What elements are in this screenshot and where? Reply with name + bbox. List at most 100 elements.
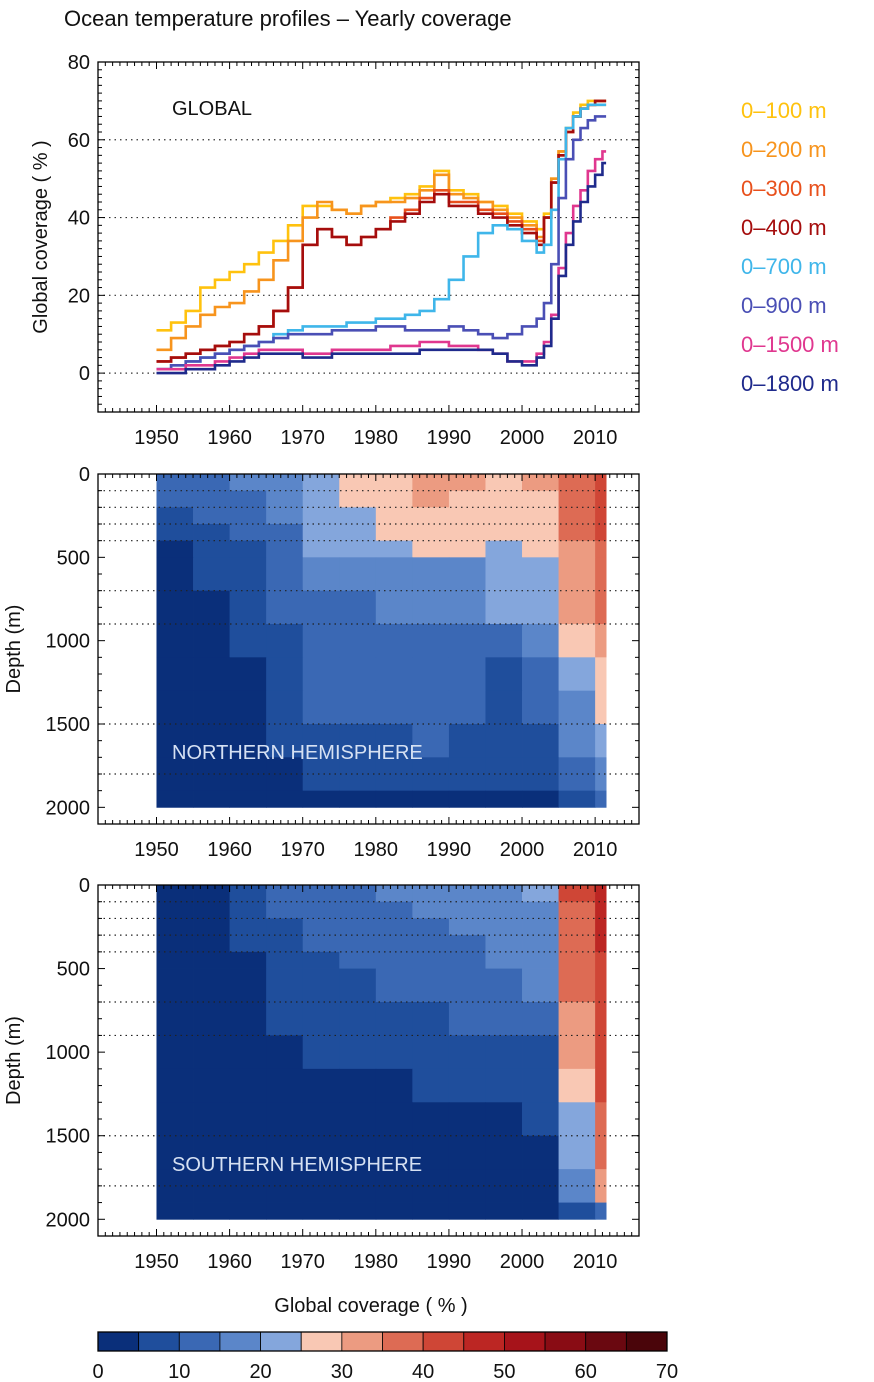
plot-area [98, 474, 639, 808]
heatmap-cell [448, 1102, 486, 1137]
heatmap-cell [558, 540, 596, 558]
heatmap-cell [595, 951, 607, 969]
y-tick-label: 40 [68, 208, 90, 230]
heatmap-cell [193, 474, 230, 492]
heatmap-cell [558, 901, 596, 919]
plot-area [98, 885, 639, 1220]
heatmap-cell [339, 968, 377, 1003]
y-tick-label: 0 [79, 363, 90, 385]
heatmap-cell [339, 951, 377, 969]
heatmap-cell [375, 935, 413, 953]
heatmap-cell [522, 724, 559, 758]
heatmap-cell [266, 1102, 304, 1137]
heatmap-cell [485, 540, 523, 558]
heatmap-cell [485, 1035, 523, 1070]
heatmap-cell [595, 690, 607, 725]
heatmap-cell [448, 935, 486, 953]
heatmap-cell [302, 724, 340, 758]
heatmap-cell [193, 1135, 230, 1170]
heatmap-cell [156, 1202, 194, 1220]
legend-item: 0–1500 m [741, 332, 839, 357]
x-tick-label: 1950 [134, 839, 179, 861]
heatmap-cell [485, 524, 523, 542]
heatmap-cell [448, 657, 486, 692]
heatmap-cell [485, 935, 523, 953]
y-tick-label: 1500 [46, 714, 91, 736]
heatmap-cell [595, 885, 607, 903]
heatmap-cell [156, 1102, 194, 1137]
heatmap-cell [156, 1002, 194, 1036]
heatmap-cell [375, 624, 413, 658]
y-tick-label: 500 [57, 959, 90, 981]
heatmap-cell [229, 901, 267, 919]
heatmap-cell [558, 474, 596, 492]
heatmap-cell [412, 918, 450, 936]
heatmap-cell [229, 624, 267, 658]
heatmap-cell [302, 1202, 340, 1220]
x-tick-label: 1990 [427, 1251, 472, 1273]
heatmap-cell [302, 490, 340, 508]
heatmap-cell [412, 557, 450, 592]
heatmap-cell [193, 1102, 230, 1137]
heatmap-cell [448, 1068, 486, 1103]
heatmap-cell [595, 490, 607, 508]
heatmap-cell [558, 968, 596, 1003]
heatmap-cell [229, 657, 267, 692]
heatmap-cell [266, 790, 304, 808]
heatmap-cell [412, 790, 450, 808]
heatmap-cell [266, 1002, 304, 1036]
heatmap-cell [412, 490, 450, 508]
heatmap-cell [229, 724, 267, 758]
heatmap-cell [339, 790, 377, 808]
heatmap-cell [558, 524, 596, 542]
y-axis-label: Depth (m) [3, 605, 25, 694]
heatmap-cell [302, 1002, 340, 1036]
heatmap-cell [522, 474, 559, 492]
heatmap-cell [229, 935, 267, 953]
colorbar-swatch [585, 1331, 627, 1352]
heatmap-cell [302, 524, 340, 542]
heatmap-cell [485, 918, 523, 936]
heatmap-cell [558, 624, 596, 658]
legend: 0–100 m 0–200 m 0–300 m 0–400 m 0–700 m 0–900… [741, 98, 839, 396]
y-tick-label: 500 [57, 547, 90, 569]
heatmap-cell [339, 724, 377, 758]
colorbar-swatch [260, 1331, 302, 1352]
heatmap-cell [522, 657, 559, 692]
heatmap-cell [156, 490, 194, 508]
heatmap-cell [375, 490, 413, 508]
heatmap-cell [522, 1035, 559, 1070]
heatmap-cell [229, 507, 267, 525]
legend-item: 0–900 m [741, 293, 827, 318]
heatmap-cell [485, 901, 523, 919]
colorbar-swatch [544, 1331, 587, 1352]
heatmap-cell [558, 557, 596, 592]
heatmap-cell [485, 1068, 523, 1103]
legend-item: 0–400 m [741, 215, 827, 240]
heatmap-cell [193, 507, 230, 525]
heatmap-cell [302, 590, 340, 625]
colorbar-tick-label: 0 [92, 1361, 103, 1382]
heatmap-cell [229, 557, 267, 592]
heatmap-cell [375, 1202, 413, 1220]
heatmap-cell [156, 657, 194, 692]
heatmap-cell [193, 951, 230, 969]
heatmap-cell [229, 790, 267, 808]
x-tick-label: 1960 [207, 839, 252, 861]
colorbar-tick-label: 10 [168, 1361, 190, 1382]
heatmap-cell [448, 724, 486, 758]
heatmap-cell [558, 1102, 596, 1137]
heatmap-cell [302, 624, 340, 658]
heatmap-cell [485, 724, 523, 758]
legend-item: 0–100 m [741, 98, 827, 123]
heatmap-cell [266, 690, 304, 725]
heatmap-cell [558, 918, 596, 936]
heatmap-cell [375, 557, 413, 592]
heatmap-cell [156, 624, 194, 658]
heatmap-cell [448, 901, 486, 919]
heatmap-cell [485, 590, 523, 625]
heatmap-cell [448, 885, 486, 903]
heatmap-cell [522, 968, 559, 1003]
colorbar-swatch [219, 1331, 261, 1352]
heatmap-cell [522, 540, 559, 558]
